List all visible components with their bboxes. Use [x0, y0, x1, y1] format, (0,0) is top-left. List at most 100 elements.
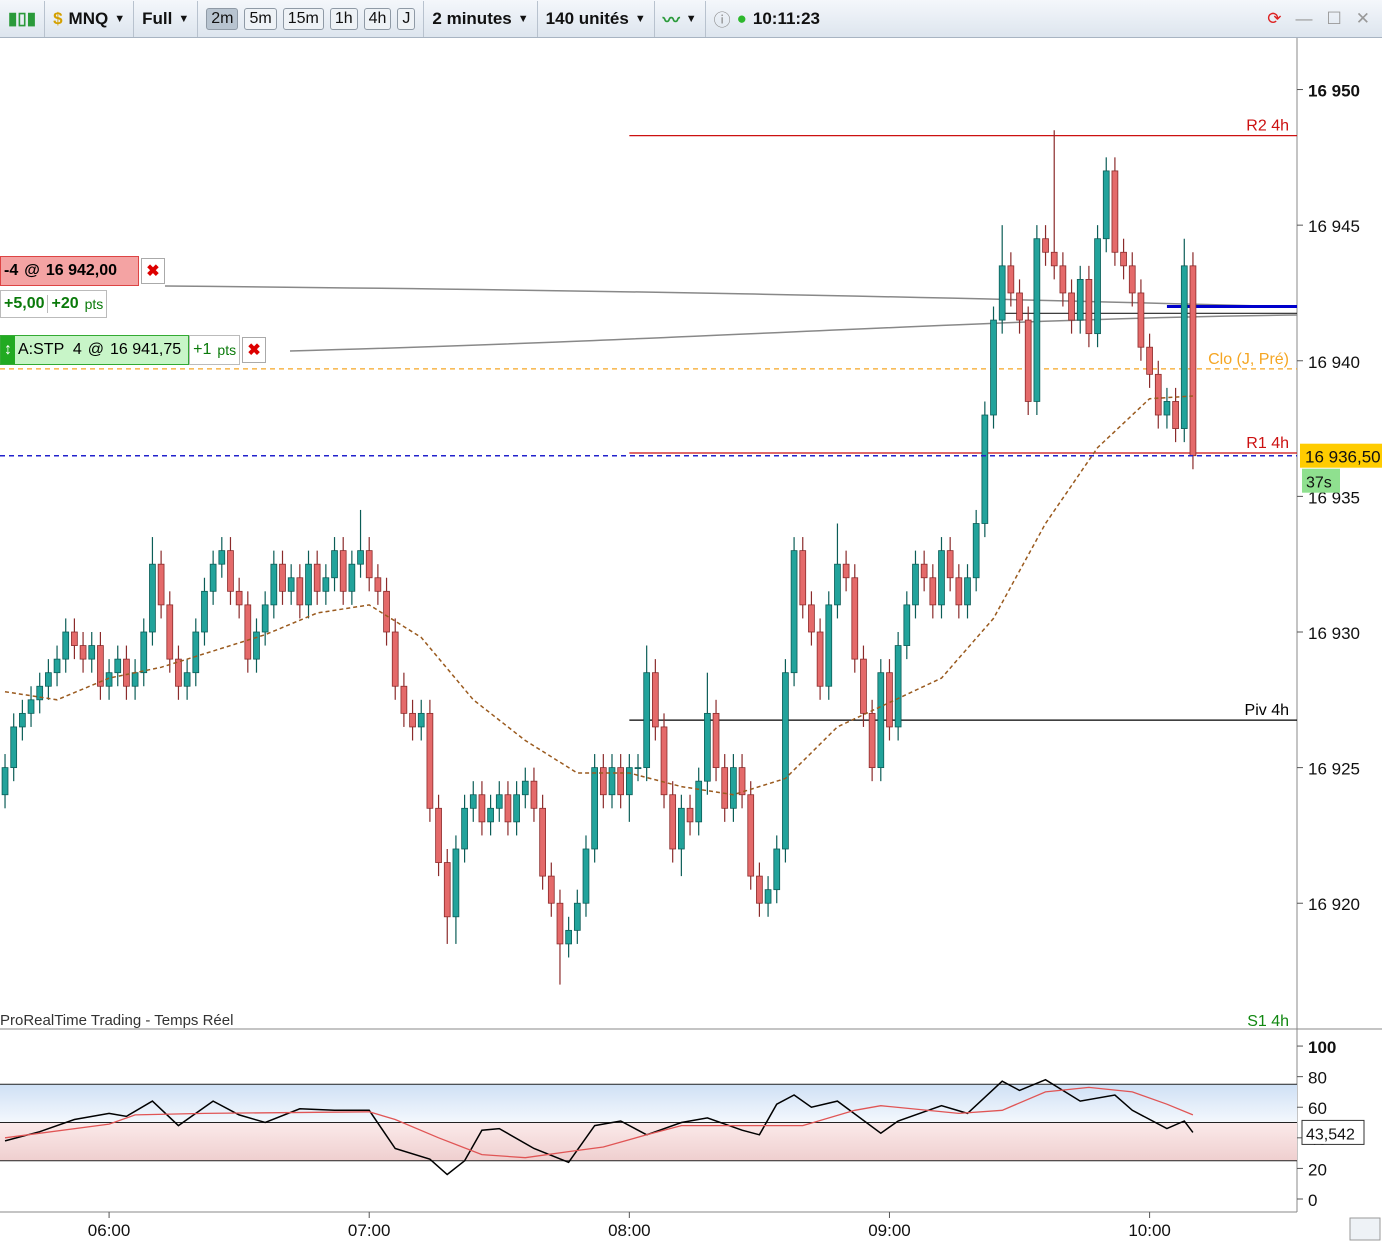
candle-body	[599, 767, 607, 796]
units[interactable]: 140 unités	[545, 8, 629, 28]
candle-body	[149, 563, 156, 633]
candle-body	[678, 807, 685, 850]
candle-body	[140, 631, 148, 674]
y-tick-label: 16 950	[1308, 82, 1360, 101]
close-stop[interactable]: ✖	[242, 337, 267, 363]
candle-body	[834, 563, 841, 606]
candle-body	[816, 631, 824, 687]
candle-body	[1068, 292, 1075, 321]
y-tick-label: 16 945	[1308, 217, 1360, 236]
units-box[interactable]: 140 unités ▼	[538, 0, 655, 37]
candle-body	[88, 645, 96, 660]
candle-body	[1050, 251, 1058, 267]
candle-body	[556, 902, 564, 945]
period-button[interactable]: 5m	[244, 7, 277, 30]
mode-box[interactable]: Full ▼	[134, 0, 199, 37]
candle-body	[756, 875, 763, 904]
candle-body	[1024, 319, 1032, 402]
candle-body	[1189, 265, 1197, 457]
candle-body	[972, 523, 980, 579]
candle-body	[851, 577, 859, 660]
candle-body	[452, 848, 460, 918]
candle-body	[279, 563, 286, 592]
order-qty: -4	[4, 262, 19, 279]
candle-body	[634, 767, 642, 770]
stop-order: ↕ A:STP 4 @16 941,75 +1 pts ✖	[0, 335, 267, 365]
order-points: +20	[51, 295, 79, 312]
symbol-box[interactable]: $ MNQ ▼	[45, 0, 135, 37]
stop-price: 16 941,75	[109, 341, 182, 358]
candle-body	[539, 807, 546, 877]
candle-body	[175, 658, 182, 687]
candle-body	[686, 807, 694, 823]
candle-body	[808, 604, 815, 633]
candle-body	[738, 767, 746, 796]
candle-body	[530, 780, 538, 809]
candle-body	[114, 658, 122, 674]
period-button[interactable]: 1h	[329, 7, 358, 30]
y-tick-label: 80	[1308, 1069, 1327, 1088]
candle-body	[920, 563, 928, 579]
candle-body	[365, 550, 373, 579]
candle-body	[227, 550, 234, 592]
candle-body	[244, 604, 252, 660]
candle-body	[261, 604, 269, 633]
candle-body	[1042, 238, 1049, 253]
candle-body	[79, 645, 87, 660]
lower-band	[0, 1122, 1297, 1161]
level-label: R1 4h	[1246, 435, 1289, 452]
candle-body	[36, 685, 44, 701]
candle-body	[270, 563, 278, 606]
position-gain: +5,00 +20 pts	[0, 290, 108, 318]
period-button[interactable]: J	[397, 7, 416, 30]
indicator-button[interactable]: 〰 ▼	[655, 0, 706, 37]
chart: ProRealTime Trading - Temps Réel 16 950 1…	[0, 38, 1382, 1241]
candle-body	[860, 658, 867, 714]
y-tick-label: 16 940	[1308, 353, 1360, 372]
interval[interactable]: 2 minutes	[432, 8, 512, 28]
countdown: 37s	[1306, 475, 1332, 492]
window-controls[interactable]: ⟳ — ☐ ✕	[1267, 8, 1370, 28]
y-tick-label: 16 930	[1308, 624, 1360, 643]
candle-body	[669, 794, 677, 850]
candle-body	[565, 929, 572, 945]
candle-body	[166, 604, 174, 660]
y-tick-label: 20	[1308, 1160, 1327, 1179]
candle-body	[842, 563, 850, 579]
candle-body	[643, 672, 651, 769]
candle-body	[253, 631, 260, 660]
mode[interactable]: Full	[142, 8, 173, 28]
candle-body	[426, 712, 434, 809]
candle-body	[487, 807, 494, 823]
candle-body	[1085, 278, 1093, 335]
stop-label: A:STP 4	[18, 341, 82, 358]
interval-box[interactable]: 2 minutes ▼	[424, 0, 538, 37]
scroll-button[interactable]	[1349, 1217, 1381, 1241]
period-button[interactable]: 2m	[206, 7, 239, 30]
candle-body	[123, 658, 130, 687]
candle-body	[955, 577, 963, 606]
period-button[interactable]: 15m	[282, 7, 324, 30]
candle-body	[391, 631, 399, 687]
candle-body	[790, 550, 798, 674]
level-label: Piv 4h	[1245, 702, 1289, 719]
candle-body	[825, 604, 833, 687]
candle-body	[1146, 346, 1153, 375]
x-tick-label: 07:00	[348, 1221, 391, 1240]
candle-body	[652, 672, 659, 728]
candle-body	[305, 563, 312, 606]
period-button[interactable]: 4h	[363, 7, 392, 30]
upper-band	[0, 1084, 1297, 1123]
candle-body	[313, 563, 321, 592]
candle-body	[704, 712, 711, 782]
periods: 2m 5m 15m 1h 4h J	[198, 0, 425, 37]
stop-unit: pts	[217, 342, 237, 358]
candle-body	[235, 590, 243, 606]
close-order[interactable]: ✖	[141, 258, 165, 284]
candle-body	[97, 645, 104, 687]
toolbar: ▮▯▮ $ MNQ ▼ Full ▼ 2m 5m 15m 1h 4h J 2 minutes ▼ …	[0, 0, 1382, 38]
candle-body	[981, 414, 989, 524]
symbol[interactable]: MNQ	[68, 8, 109, 28]
candle-body	[513, 794, 520, 823]
